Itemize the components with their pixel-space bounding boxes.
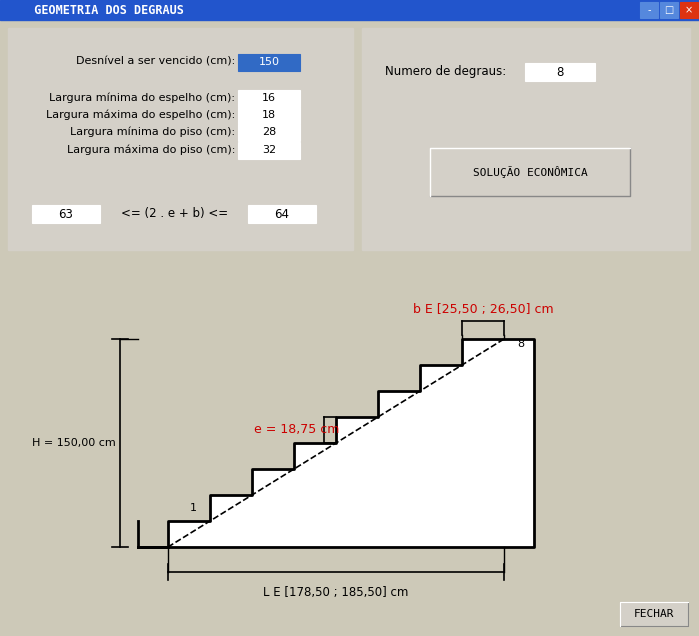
Bar [640, 2, 658, 18]
Text: Largura mínima do espelho (cm):: Largura mínima do espelho (cm): [49, 93, 235, 103]
Bar [680, 2, 698, 18]
Text: -: - [647, 5, 651, 15]
Text: H = 150,00 cm: H = 150,00 cm [32, 438, 116, 448]
Text: 1: 1 [189, 503, 196, 513]
Text: 8: 8 [556, 66, 563, 78]
Text: 150: 150 [259, 57, 280, 67]
Text: GEOMETRIA DOS DEGRAUS: GEOMETRIA DOS DEGRAUS [20, 4, 184, 17]
Text: <= (2 . e + b) <=: <= (2 . e + b) <= [122, 207, 229, 221]
Bar [525, 63, 595, 81]
Text: □: □ [664, 5, 674, 15]
Text: e = 18,75 cm: e = 18,75 cm [254, 424, 340, 436]
Text: Numero de degraus:: Numero de degraus: [385, 66, 506, 78]
Text: Largura máxima do piso (cm):: Largura máxima do piso (cm): [66, 145, 235, 155]
Bar [8, 28, 353, 250]
Text: 64: 64 [275, 207, 289, 221]
Bar [0, 0, 699, 20]
Bar [32, 205, 100, 223]
Bar [620, 602, 688, 626]
Polygon shape [138, 339, 534, 547]
Bar [248, 205, 316, 223]
Bar [362, 28, 690, 250]
Text: 28: 28 [262, 127, 276, 137]
Text: Desnível a ser vencido (cm):: Desnível a ser vencido (cm): [75, 57, 235, 67]
Text: 16: 16 [262, 93, 276, 103]
Bar [238, 53, 300, 71]
Text: SOLUÇÃO ECONÔMICA: SOLUÇÃO ECONÔMICA [473, 166, 587, 178]
Text: Largura mínima do piso (cm):: Largura mínima do piso (cm): [70, 127, 235, 137]
Text: FECHAR: FECHAR [634, 609, 675, 619]
Text: ×: × [685, 5, 693, 15]
Text: 63: 63 [59, 207, 73, 221]
Bar [430, 148, 630, 196]
Bar [238, 123, 300, 141]
Text: L E [178,50 ; 185,50] cm: L E [178,50 ; 185,50] cm [264, 586, 409, 599]
Text: 32: 32 [262, 145, 276, 155]
Text: Largura máxima do espelho (cm):: Largura máxima do espelho (cm): [45, 110, 235, 120]
Bar [238, 90, 300, 106]
Bar [660, 2, 678, 18]
Bar [238, 106, 300, 123]
Bar [238, 141, 300, 158]
Text: 18: 18 [262, 110, 276, 120]
Text: 8: 8 [517, 339, 524, 349]
Text: b E [25,50 ; 26,50] cm: b E [25,50 ; 26,50] cm [412, 303, 554, 316]
